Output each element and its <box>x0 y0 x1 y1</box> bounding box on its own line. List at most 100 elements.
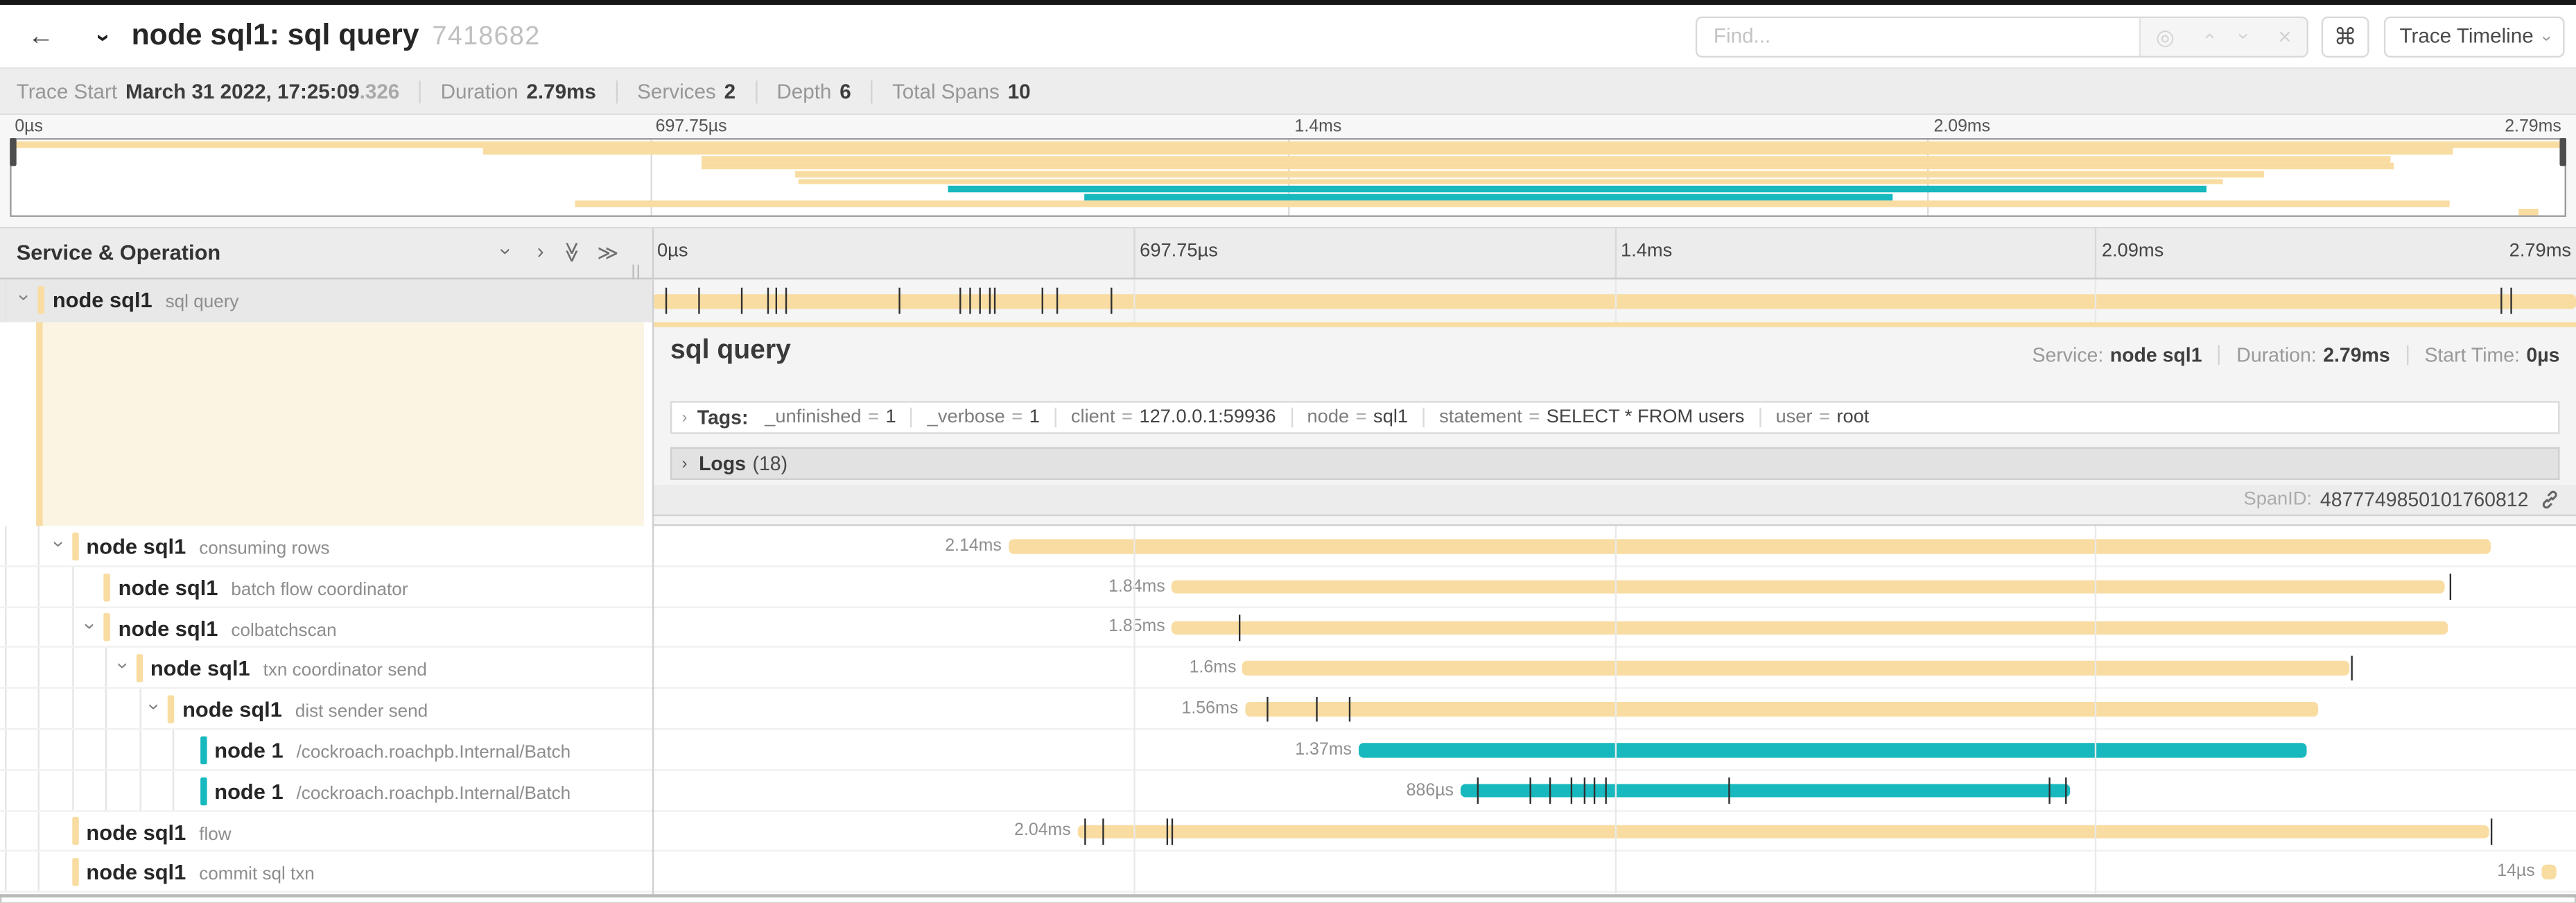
span-row-left[interactable]: › node sql1 colbatchscan <box>0 607 651 647</box>
double-expand-icon[interactable]: ≫ <box>597 241 619 265</box>
service-name[interactable]: node sql1 batch flow coordinator <box>118 575 408 600</box>
span-row[interactable]: node 1/cockroach.roachpb.Internal/Batch 1… <box>0 730 2576 771</box>
span-log-tick[interactable] <box>767 287 769 314</box>
span-bar[interactable] <box>1172 620 2448 635</box>
span-row-timeline[interactable]: 1.85ms <box>652 608 2576 646</box>
span-row-timeline[interactable]: 1.37ms <box>652 730 2576 768</box>
panel-splitter[interactable] <box>652 228 654 894</box>
locate-icon[interactable]: ◎ <box>2155 24 2175 49</box>
span-row-selected[interactable]: › node sql1 sql query <box>0 279 2576 322</box>
span-log-tick[interactable] <box>1165 818 1168 845</box>
span-row-timeline[interactable]: 1.56ms <box>652 689 2576 728</box>
service-name[interactable]: node sql1 flow <box>86 819 232 845</box>
span-log-tick[interactable] <box>959 287 962 314</box>
span-log-tick[interactable] <box>785 287 787 314</box>
span-row[interactable]: › node sql1 colbatchscan 1.85ms <box>0 607 2576 648</box>
minimap-scrubber-left[interactable] <box>10 138 17 166</box>
span-log-tick[interactable] <box>1266 696 1268 722</box>
span-row-timeline[interactable]: 14µs <box>652 852 2576 891</box>
clear-search-icon[interactable]: × <box>2278 23 2292 50</box>
span-collapse-chevron[interactable]: › <box>12 294 37 301</box>
deep-link-icon[interactable] <box>2540 490 2559 509</box>
span-collapse-chevron[interactable]: › <box>46 540 70 548</box>
span-log-tick[interactable] <box>2064 777 2066 804</box>
double-collapse-icon[interactable]: ≫ <box>561 241 584 264</box>
span-log-tick[interactable] <box>740 287 742 314</box>
span-row[interactable]: node sql1 flow 2.04ms <box>0 811 2576 852</box>
service-name[interactable]: node sql1 sql query <box>52 287 239 313</box>
trace-collapse-toggle[interactable]: › <box>87 19 116 55</box>
span-log-tick[interactable] <box>698 287 700 314</box>
span-log-tick[interactable] <box>2448 574 2451 600</box>
span-row-timeline[interactable] <box>652 279 2576 322</box>
span-bar[interactable] <box>1008 539 2491 553</box>
span-log-tick[interactable] <box>1239 614 1241 641</box>
span-collapse-chevron[interactable]: › <box>143 703 166 711</box>
span-bar[interactable] <box>1358 743 2307 757</box>
span-log-tick[interactable] <box>989 287 991 314</box>
span-bar[interactable] <box>1077 824 2490 839</box>
collapse-all-icon[interactable]: › <box>494 248 518 255</box>
span-row-timeline[interactable]: 1.84ms <box>652 567 2576 605</box>
span-log-tick[interactable] <box>1316 696 1318 722</box>
span-log-tick[interactable] <box>1056 287 1059 314</box>
minimap-canvas[interactable] <box>10 138 2566 217</box>
span-log-tick[interactable] <box>1477 777 1479 804</box>
span-row[interactable]: node sql1 batch flow coordinator 1.84ms <box>0 567 2576 608</box>
span-log-tick[interactable] <box>1549 777 1551 804</box>
span-log-tick[interactable] <box>898 287 900 314</box>
span-log-tick[interactable] <box>1102 818 1104 845</box>
tags-accordion[interactable]: › Tags: _unfinished = 1 _verbose = 1 client = 127.… <box>670 401 2560 434</box>
span-row[interactable]: node sql1 commit sql txn 14µs <box>0 852 2576 893</box>
span-log-tick[interactable] <box>979 287 982 314</box>
back-button[interactable]: ← <box>28 22 55 51</box>
span-row-left[interactable]: › node sql1 dist sender send <box>0 689 651 728</box>
keyboard-shortcuts-button[interactable]: ⌘ <box>2321 15 2369 57</box>
service-name[interactable]: node sql1 txn coordinator send <box>150 656 427 682</box>
span-log-tick[interactable] <box>2491 818 2494 845</box>
span-log-tick[interactable] <box>2351 655 2353 682</box>
span-log-tick[interactable] <box>1172 818 1174 845</box>
span-row-left[interactable]: node 1/cockroach.roachpb.Internal/Batch <box>0 730 651 769</box>
span-row-timeline[interactable]: 1.6ms <box>652 648 2576 687</box>
span-row-left[interactable]: › node sql1 consuming rows <box>0 526 651 565</box>
minimap-scrubber-right[interactable] <box>2559 138 2566 166</box>
span-row-timeline[interactable]: 886µs <box>652 771 2576 809</box>
span-row-left[interactable]: › node sql1 txn coordinator send <box>0 648 651 688</box>
span-row[interactable]: › node sql1 txn coordinator send 1.6ms <box>0 648 2576 689</box>
service-name[interactable]: node 1/cockroach.roachpb.Internal/Batch <box>214 778 571 804</box>
span-log-tick[interactable] <box>1728 777 1730 804</box>
span-log-tick[interactable] <box>665 287 668 314</box>
span-row[interactable]: node 1/cockroach.roachpb.Internal/Batch 8… <box>0 771 2576 811</box>
span-log-tick[interactable] <box>1348 696 1350 722</box>
span-log-tick[interactable] <box>969 287 972 314</box>
service-name[interactable]: node 1/cockroach.roachpb.Internal/Batch <box>214 738 571 763</box>
span-log-tick[interactable] <box>1592 777 1595 804</box>
span-log-tick[interactable] <box>1529 777 1531 804</box>
span-collapse-chevron[interactable]: › <box>110 663 134 670</box>
span-row[interactable]: › node sql1 consuming rows 2.14ms <box>0 526 2576 567</box>
span-log-tick[interactable] <box>1085 818 1087 845</box>
column-resize-grip[interactable] <box>632 258 642 288</box>
span-log-tick[interactable] <box>1569 777 1572 804</box>
span-row-timeline[interactable]: 2.04ms <box>652 811 2576 850</box>
span-log-tick[interactable] <box>1583 777 1585 804</box>
span-bar[interactable] <box>652 294 2576 309</box>
find-input[interactable] <box>1697 17 2139 55</box>
span-row-left[interactable]: node sql1 commit sql txn <box>0 852 651 891</box>
span-log-tick[interactable] <box>2500 287 2503 314</box>
span-row[interactable]: › node sql1 dist sender send 1.56ms <box>0 689 2576 730</box>
span-bar[interactable] <box>1172 580 2446 594</box>
span-row-left[interactable]: node sql1 flow <box>0 811 651 851</box>
span-row-timeline[interactable]: 2.14ms <box>652 526 2576 565</box>
service-name[interactable]: node sql1 consuming rows <box>86 534 330 559</box>
next-result-icon[interactable]: › <box>2233 33 2256 40</box>
span-log-tick[interactable] <box>1110 287 1112 314</box>
service-name[interactable]: node sql1 commit sql txn <box>86 860 315 885</box>
span-bar[interactable] <box>2541 865 2557 879</box>
logs-accordion[interactable]: › Logs (18) <box>670 447 2560 481</box>
span-row-left[interactable]: › node sql1 sql query <box>0 279 652 322</box>
span-log-tick[interactable] <box>1604 777 1607 804</box>
span-bar[interactable] <box>1242 661 2349 676</box>
span-log-tick[interactable] <box>775 287 777 314</box>
